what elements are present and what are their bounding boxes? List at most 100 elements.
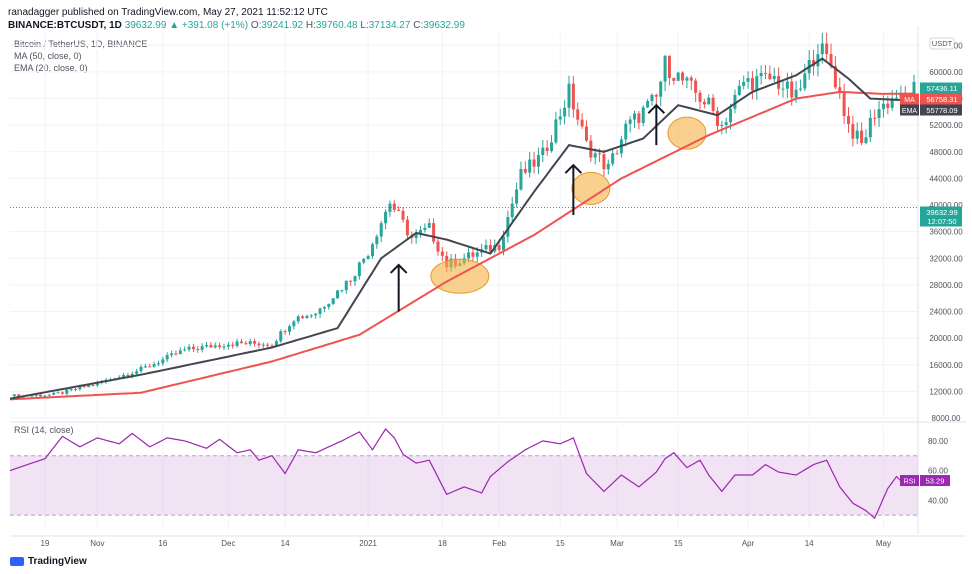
rsi-tick-label: 80.00 xyxy=(928,437,949,446)
candle-body xyxy=(545,147,549,152)
candle-body xyxy=(148,366,152,368)
candle-body xyxy=(287,326,291,332)
candle-body xyxy=(231,344,235,346)
candle-body xyxy=(183,349,187,351)
candle-body xyxy=(436,241,440,252)
candle-body xyxy=(392,203,396,210)
candle-body xyxy=(515,189,519,204)
footer-brand[interactable]: TradingView xyxy=(10,556,87,567)
ma-legend[interactable]: MA (50, close, 0) xyxy=(14,51,82,61)
candle-body xyxy=(720,124,724,126)
candle-body xyxy=(510,203,514,218)
candle-body xyxy=(283,331,287,333)
candle-body xyxy=(842,93,846,116)
candle-body xyxy=(248,341,252,345)
candle-body xyxy=(349,280,353,282)
series-title[interactable]: Bitcoin / TetherUS, 1D, BINANCE xyxy=(14,39,148,49)
candle-body xyxy=(475,252,479,257)
candle-body xyxy=(650,94,654,102)
candle-body xyxy=(30,395,34,397)
price-tag-value: 56758.31 xyxy=(926,95,957,104)
candle-body xyxy=(606,163,610,170)
candle-body xyxy=(261,344,265,346)
candle-body xyxy=(69,388,73,390)
price-tag-value: 12:07:50 xyxy=(927,217,956,226)
candle-body xyxy=(156,363,160,365)
price-tag-value: 55778.09 xyxy=(926,106,957,115)
candle-body xyxy=(833,66,837,88)
candle-body xyxy=(593,153,597,158)
rsi-tag-value: 53.29 xyxy=(926,477,945,486)
time-tick-label: 14 xyxy=(805,539,814,548)
time-tick-label: 19 xyxy=(40,539,49,548)
candle-body xyxy=(314,313,318,316)
support-highlight xyxy=(571,171,611,205)
candle-body xyxy=(890,98,894,108)
candle-body xyxy=(336,290,340,299)
candle-body xyxy=(257,343,261,346)
candle-body xyxy=(301,316,305,319)
candle-body xyxy=(292,321,296,327)
candle-body xyxy=(484,245,488,250)
time-tick-label: 18 xyxy=(438,539,447,548)
rsi-tag xyxy=(920,475,950,487)
candle-body xyxy=(322,306,326,309)
candle-body xyxy=(628,119,632,124)
candle-body xyxy=(624,123,628,140)
tradingview-logo-icon xyxy=(10,557,24,566)
price-tick-label: 24000.00 xyxy=(929,308,963,317)
candle-body xyxy=(266,344,270,346)
ema20-line xyxy=(9,57,914,400)
candle-body xyxy=(707,97,711,105)
price-tick-label: 8000.00 xyxy=(932,414,961,423)
candle-body xyxy=(235,341,239,346)
time-tick-label: Mar xyxy=(610,539,624,548)
candle-body xyxy=(497,245,501,251)
candle-body xyxy=(213,345,217,348)
open-value: 39241.92 xyxy=(261,20,304,31)
candle-body xyxy=(637,113,641,124)
open-label: O: xyxy=(250,20,262,31)
up-arrow-head-icon xyxy=(389,263,408,274)
candle-body xyxy=(602,154,606,170)
ema-legend[interactable]: EMA (20, close, 0) xyxy=(14,63,88,73)
candle-body xyxy=(838,87,842,94)
rsi-tick-label: 60.00 xyxy=(928,467,949,476)
price-tick-label: 48000.00 xyxy=(929,148,963,157)
candle-body xyxy=(414,233,418,238)
time-tick-label: Dec xyxy=(221,539,235,548)
time-tick-label: 2021 xyxy=(359,539,377,548)
price-tag xyxy=(920,93,962,105)
candle-body xyxy=(488,245,492,252)
candle-body xyxy=(244,343,248,345)
candle-body xyxy=(17,394,21,398)
price-tag xyxy=(920,82,962,94)
candle-body xyxy=(135,371,139,374)
time-tick-label: Nov xyxy=(90,539,104,548)
publisher-line: ranadagger published on TradingView.com,… xyxy=(8,7,328,18)
candle-body xyxy=(56,392,60,394)
candle-body xyxy=(440,251,444,256)
candle-body xyxy=(174,353,178,355)
time-tick-label: May xyxy=(876,539,891,548)
price-tick-label: 16000.00 xyxy=(929,361,963,370)
rsi-legend[interactable]: RSI (14, close) xyxy=(14,425,74,435)
time-tick-label: 16 xyxy=(158,539,167,548)
candle-body xyxy=(772,75,776,80)
candle-body xyxy=(205,344,209,347)
candle-body xyxy=(877,109,881,118)
candle-body xyxy=(733,95,737,109)
time-tick-label: Feb xyxy=(492,539,506,548)
candle-body xyxy=(685,77,689,81)
candle-body xyxy=(851,124,855,139)
candle-body xyxy=(427,223,431,228)
candle-body xyxy=(895,97,899,99)
candle-body xyxy=(388,203,392,212)
candle-body xyxy=(711,97,715,111)
candle-body xyxy=(357,262,361,277)
chart-header: ranadagger published on TradingView.com,… xyxy=(8,6,465,32)
support-highlight xyxy=(667,116,707,150)
candle-body xyxy=(576,109,580,120)
candle-body xyxy=(279,331,283,342)
